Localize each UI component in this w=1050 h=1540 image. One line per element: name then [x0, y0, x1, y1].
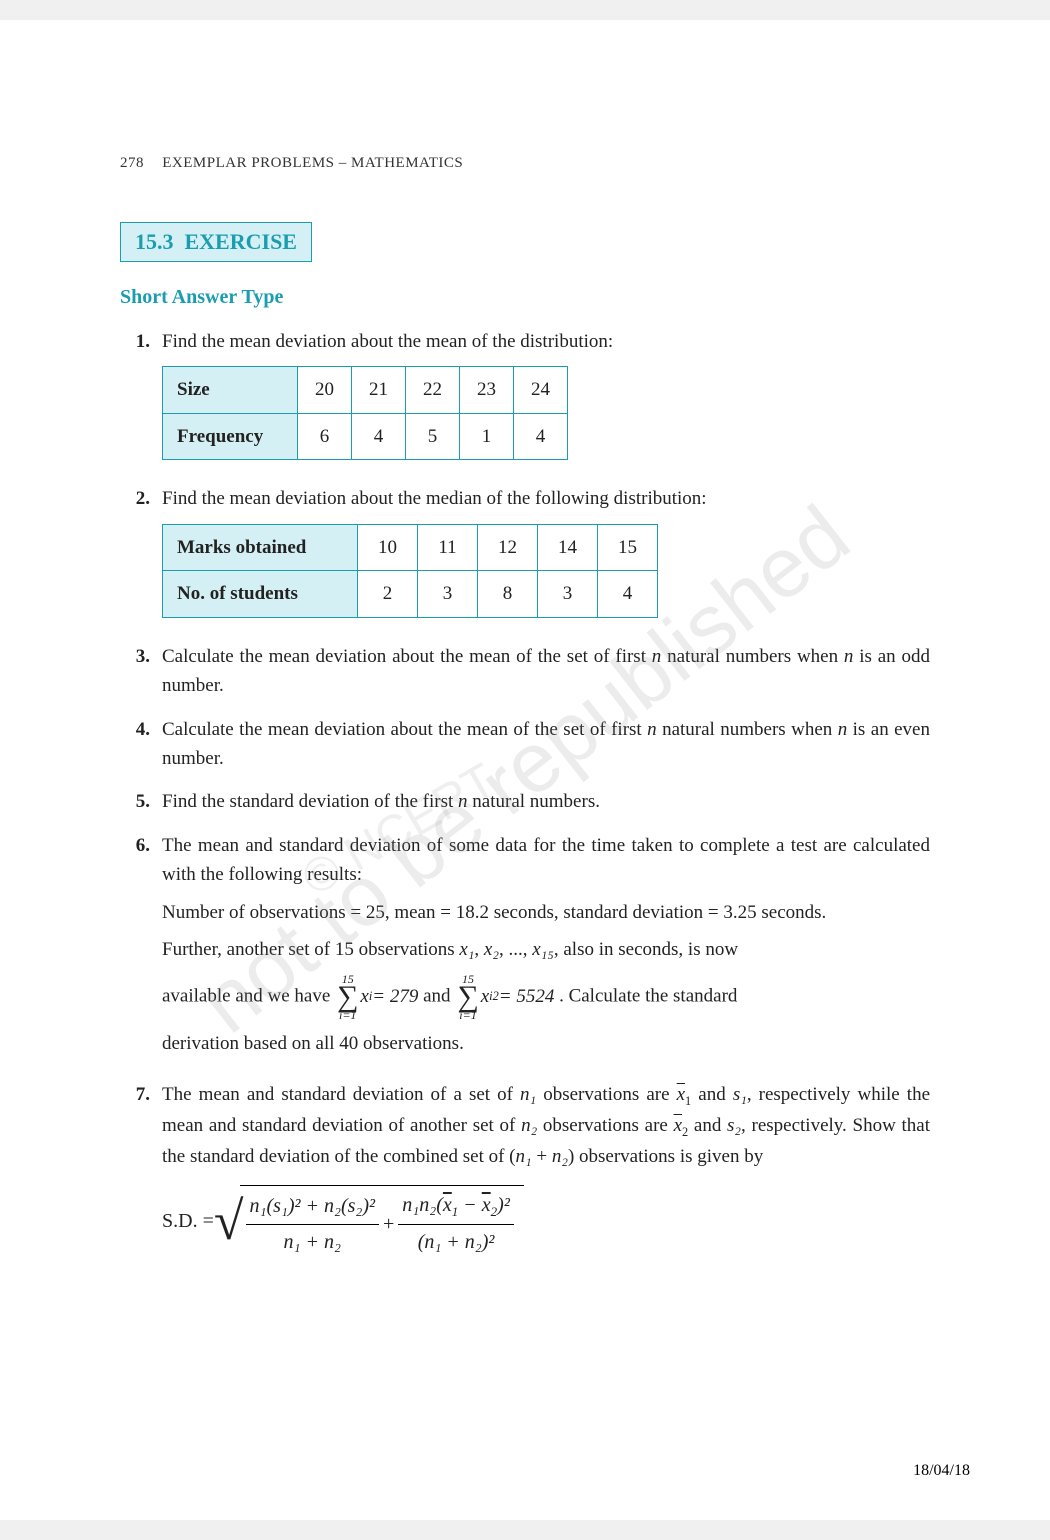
cell: 4 — [352, 413, 406, 459]
question-4: 4. Calculate the mean deviation about th… — [120, 715, 930, 774]
section-number: 15.3 EXERCISE — [135, 229, 297, 254]
question-number: 5. — [120, 787, 162, 816]
cell: 21 — [352, 367, 406, 413]
sqrt-expr: √ n₁(s₁)² + n₂(s₂)² n₁ + n₂ + n₁n₂(x1 − … — [214, 1185, 524, 1258]
footer-date: 18/04/18 — [913, 1462, 970, 1480]
row-label: Marks obtained — [163, 524, 358, 570]
cell: 4 — [514, 413, 568, 459]
row-label: Size — [163, 367, 298, 413]
text: natural numbers when — [657, 719, 838, 740]
var-n: n — [647, 719, 657, 740]
question-3: 3. Calculate the mean deviation about th… — [120, 642, 930, 701]
cell: 3 — [538, 571, 598, 617]
sd-formula: S.D. = √ n₁(s₁)² + n₂(s₂)² n₁ + n₂ + n₁n… — [162, 1185, 930, 1258]
row-label: Frequency — [163, 413, 298, 459]
question-number: 4. — [120, 715, 162, 774]
question-6: 6. The mean and standard deviation of so… — [120, 831, 930, 1066]
cell: 11 — [418, 524, 478, 570]
var-n: n — [652, 646, 662, 667]
table-row: Frequency 6 4 5 1 4 — [163, 413, 568, 459]
section-heading-box: 15.3 EXERCISE — [120, 222, 312, 262]
var-n: n — [844, 646, 854, 667]
cell: 4 — [598, 571, 658, 617]
text: derivation based on all 40 observations. — [162, 1029, 930, 1058]
sd-label: S.D. = — [162, 1206, 214, 1237]
cell: 20 — [298, 367, 352, 413]
question-7: 7. The mean and standard deviation of a … — [120, 1080, 930, 1258]
table-row: Size 20 21 22 23 24 — [163, 367, 568, 413]
text: Calculate the mean deviation about the m… — [162, 646, 652, 667]
question-2: 2. Find the mean deviation about the med… — [120, 484, 930, 627]
text: natural numbers. — [468, 791, 600, 812]
text: available and we have 15∑i=1 xi = 279 an… — [162, 973, 930, 1021]
sigma-expr-2: 15∑i=1 xi2 = 5524 — [455, 973, 554, 1021]
question-list: 1. Find the mean deviation about the mea… — [120, 327, 930, 1258]
question-body: Calculate the mean deviation about the m… — [162, 715, 930, 774]
fraction-1: n₁(s₁)² + n₂(s₂)² n₁ + n₂ — [246, 1191, 380, 1258]
question-5: 5. Find the standard deviation of the fi… — [120, 787, 930, 816]
cell: 8 — [478, 571, 538, 617]
sigma-expr-1: 15∑i=1 xi = 279 — [335, 973, 418, 1021]
question-body: Find the mean deviation about the median… — [162, 484, 930, 627]
table-row: No. of students 2 3 8 3 4 — [163, 571, 658, 617]
question-body: Find the standard deviation of the first… — [162, 787, 930, 816]
question-1: 1. Find the mean deviation about the mea… — [120, 327, 930, 470]
cell: 10 — [358, 524, 418, 570]
cell: 5 — [406, 413, 460, 459]
question-number: 1. — [120, 327, 162, 470]
text: The mean and standard deviation of some … — [162, 831, 930, 890]
question-number: 7. — [120, 1080, 162, 1258]
question-number: 3. — [120, 642, 162, 701]
cell: 14 — [538, 524, 598, 570]
plus: + — [383, 1209, 394, 1240]
question-body: The mean and standard deviation of a set… — [162, 1080, 930, 1258]
page-number: 278 — [120, 155, 144, 171]
question-body: Calculate the mean deviation about the m… — [162, 642, 930, 701]
q2-table: Marks obtained 10 11 12 14 15 No. of stu… — [162, 524, 658, 618]
subtitle: Short Answer Type — [120, 286, 930, 309]
text: Calculate the mean deviation about the m… — [162, 719, 647, 740]
text: The mean and standard deviation of a set… — [162, 1080, 930, 1171]
page: not to be republished © NCERT 278 EXEMPL… — [0, 20, 1050, 1520]
question-number: 2. — [120, 484, 162, 627]
question-text: Find the mean deviation about the median… — [162, 484, 930, 513]
question-text: Find the mean deviation about the mean o… — [162, 327, 930, 356]
question-body: The mean and standard deviation of some … — [162, 831, 930, 1066]
text: Further, another set of 15 observations … — [162, 935, 930, 964]
cell: 6 — [298, 413, 352, 459]
cell: 23 — [460, 367, 514, 413]
cell: 24 — [514, 367, 568, 413]
fraction-2: n₁n₂(x1 − x2)² (n₁ + n₂)² — [398, 1190, 514, 1258]
question-body: Find the mean deviation about the mean o… — [162, 327, 930, 470]
cell: 22 — [406, 367, 460, 413]
text: Find the standard deviation of the first — [162, 791, 458, 812]
header-title: EXEMPLAR PROBLEMS – MATHEMATICS — [162, 155, 463, 171]
cell: 3 — [418, 571, 478, 617]
row-label: No. of students — [163, 571, 358, 617]
q1-table: Size 20 21 22 23 24 Frequency 6 4 5 1 4 — [162, 366, 568, 460]
cell: 15 — [598, 524, 658, 570]
cell: 1 — [460, 413, 514, 459]
table-row: Marks obtained 10 11 12 14 15 — [163, 524, 658, 570]
cell: 12 — [478, 524, 538, 570]
question-number: 6. — [120, 831, 162, 1066]
text: natural numbers when — [661, 646, 844, 667]
var-n: n — [458, 791, 468, 812]
page-header: 278 EXEMPLAR PROBLEMS – MATHEMATICS — [120, 155, 930, 172]
var-n: n — [838, 719, 848, 740]
text: Number of observations = 25, mean = 18.2… — [162, 898, 930, 927]
cell: 2 — [358, 571, 418, 617]
